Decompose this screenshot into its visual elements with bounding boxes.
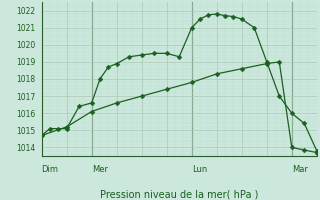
Text: Dim: Dim <box>42 165 59 174</box>
Text: Lun: Lun <box>192 165 207 174</box>
Text: Mar: Mar <box>292 165 308 174</box>
Text: Pression niveau de la mer( hPa ): Pression niveau de la mer( hPa ) <box>100 190 258 200</box>
Text: Mer: Mer <box>92 165 108 174</box>
